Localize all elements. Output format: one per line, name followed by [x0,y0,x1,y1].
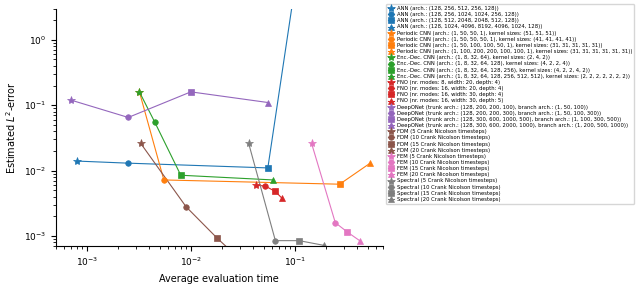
Legend: ANN (arch.: (128, 256, 512, 256, 128)), ANN (arch.: (128, 256, 1024, 1024, 256, : ANN (arch.: (128, 256, 512, 256, 128)), … [386,4,634,204]
Y-axis label: Estimated $L^2$-error: Estimated $L^2$-error [4,81,18,174]
X-axis label: Average evaluation time: Average evaluation time [159,274,279,284]
